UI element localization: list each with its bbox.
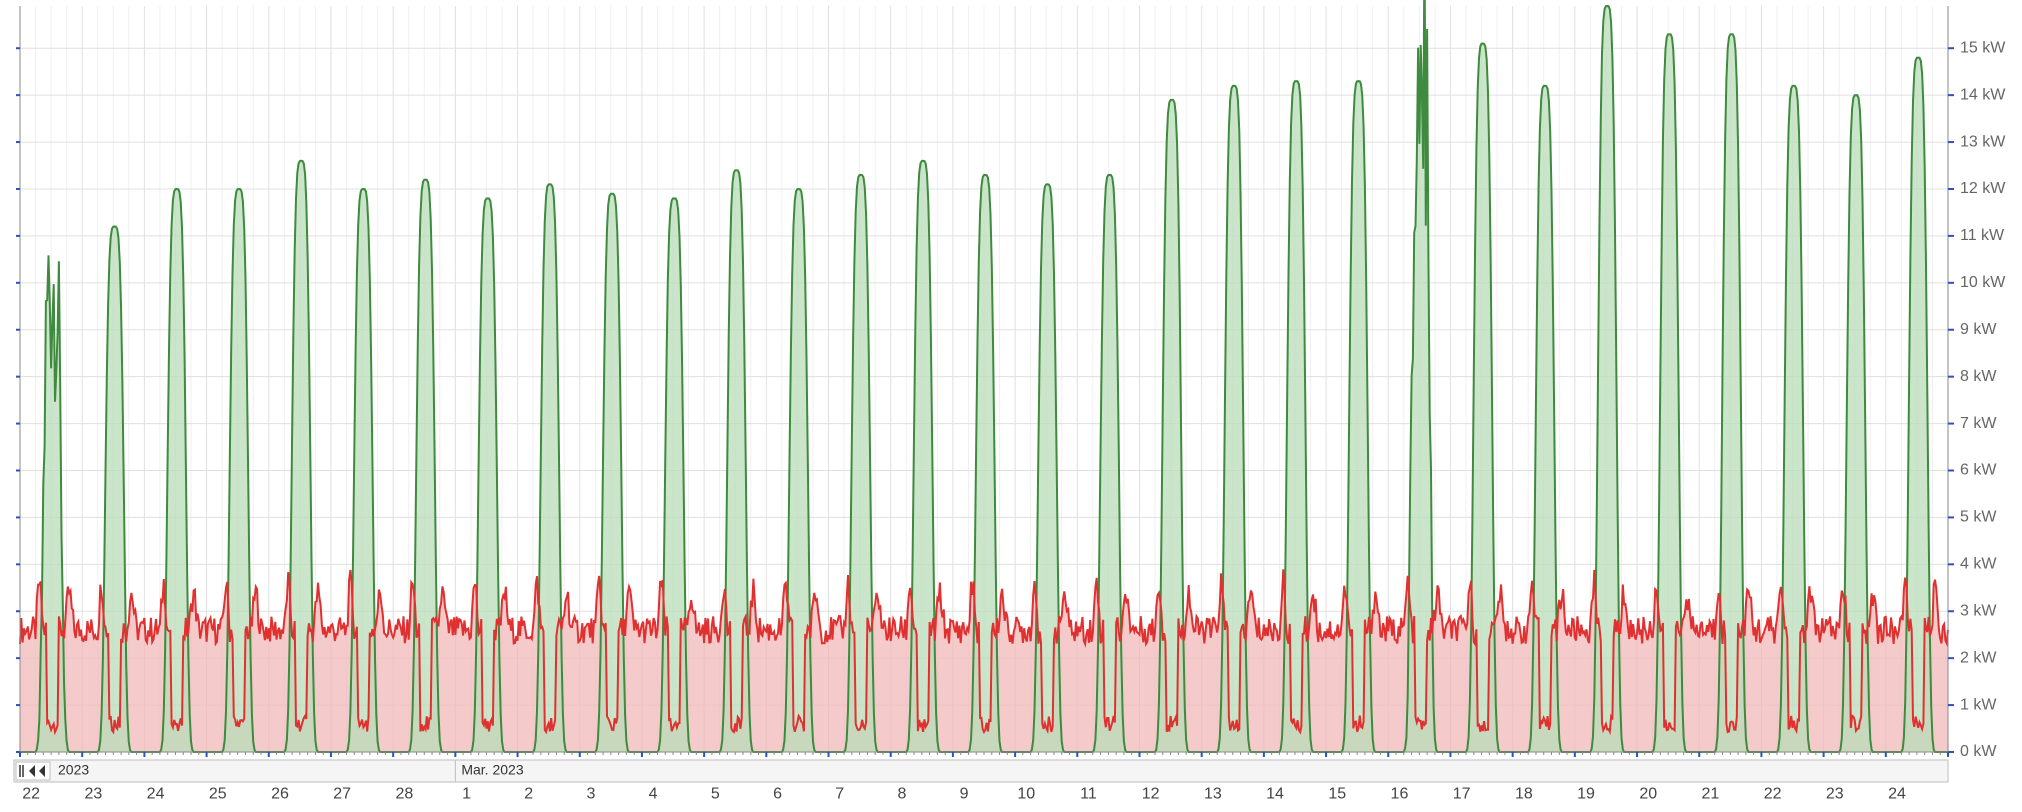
y-tick-label: 2 kW <box>1960 649 1997 666</box>
x-tick-label: 19 <box>1577 785 1595 802</box>
y-tick-label: 12 kW <box>1960 180 2006 197</box>
x-tick-label: 12 <box>1142 785 1160 802</box>
timeline-year-label: 2023 <box>58 762 89 778</box>
y-tick-label: 10 kW <box>1960 274 2006 291</box>
x-tick-label: 28 <box>395 785 413 802</box>
x-tick-label: 21 <box>1702 785 1720 802</box>
y-tick-label: 9 kW <box>1960 321 1997 338</box>
x-tick-label: 4 <box>649 785 658 802</box>
y-tick-label: 6 kW <box>1960 462 1997 479</box>
x-tick-label: 23 <box>1826 785 1844 802</box>
y-tick-label: 11 kW <box>1960 227 2005 244</box>
x-tick-label: 8 <box>897 785 906 802</box>
x-tick-label: 22 <box>1764 785 1782 802</box>
x-tick-label: 17 <box>1453 785 1471 802</box>
x-tick-label: 5 <box>711 785 720 802</box>
x-tick-label: 15 <box>1328 785 1346 802</box>
timeline-nav[interactable] <box>16 762 50 780</box>
x-tick-label: 16 <box>1391 785 1409 802</box>
x-tick-label: 20 <box>1639 785 1657 802</box>
y-tick-label: 0 kW <box>1960 743 1997 760</box>
x-tick-label: 23 <box>84 785 102 802</box>
x-tick-label: 24 <box>1888 785 1906 802</box>
chart-svg: 0 kW 1 kW 2 kW 3 kW 4 kW 5 kW 6 kW 7 kW 8 kW 9 kW… <box>0 0 2022 812</box>
x-tick-label: 11 <box>1080 785 1097 802</box>
x-tick-label: 25 <box>209 785 227 802</box>
x-tick-label: 18 <box>1515 785 1533 802</box>
x-tick-label: 26 <box>271 785 289 802</box>
y-tick-label: 4 kW <box>1960 556 1997 573</box>
x-tick-label: 14 <box>1266 785 1284 802</box>
y-tick-label: 1 kW <box>1960 696 1997 713</box>
y-tick-label: 13 kW <box>1960 133 2006 150</box>
timeline-bar[interactable] <box>14 760 1948 782</box>
y-tick-label: 14 kW <box>1960 86 2006 103</box>
x-tick-label: 6 <box>773 785 782 802</box>
x-tick-label: 10 <box>1017 785 1035 802</box>
y-tick-label: 8 kW <box>1960 368 1997 385</box>
x-tick-label: 2 <box>524 785 533 802</box>
y-tick-label: 3 kW <box>1960 602 1997 619</box>
x-tick-label: 9 <box>960 785 969 802</box>
x-tick-label: 27 <box>333 785 351 802</box>
x-tick-label: 13 <box>1204 785 1222 802</box>
x-tick-label: 24 <box>147 785 165 802</box>
x-tick-label: 7 <box>835 785 844 802</box>
power-chart: 0 kW 1 kW 2 kW 3 kW 4 kW 5 kW 6 kW 7 kW 8 kW 9 kW… <box>0 0 2022 812</box>
x-tick-label: 3 <box>586 785 595 802</box>
x-tick-label: 1 <box>462 785 471 802</box>
x-tick-label: 22 <box>22 785 40 802</box>
timeline-month-label: Mar. 2023 <box>461 762 523 778</box>
y-tick-label: 7 kW <box>1960 415 1997 432</box>
y-tick-label: 5 kW <box>1960 509 1997 526</box>
y-tick-label: 15 kW <box>1960 39 2006 56</box>
